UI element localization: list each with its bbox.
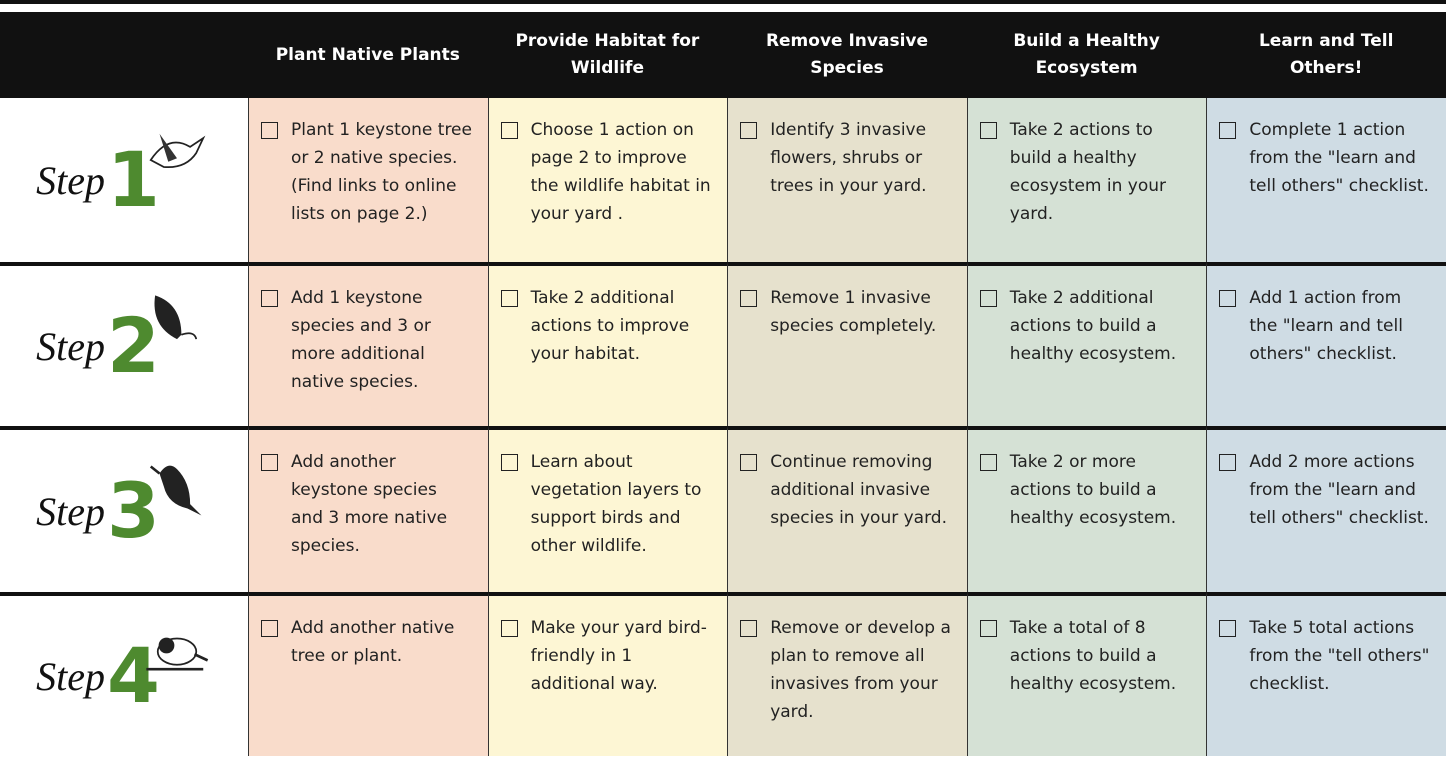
checkbox[interactable] bbox=[740, 122, 758, 139]
cell: Continue removing additional invasive sp… bbox=[727, 426, 967, 592]
step-label: Step 2 bbox=[0, 262, 248, 426]
checkbox[interactable] bbox=[500, 122, 518, 139]
checkbox[interactable] bbox=[979, 122, 997, 139]
cell-text: Take 2 additional actions to improve you… bbox=[530, 288, 690, 364]
cell: Take 2 additional actions to improve you… bbox=[487, 262, 728, 426]
cell: Take 2 additional actions to build a hea… bbox=[966, 262, 1207, 426]
step-number: 4 bbox=[106, 631, 160, 720]
cell-text: Remove or develop a plan to remove all i… bbox=[770, 618, 951, 722]
column-header: Learn and Tell Others! bbox=[1206, 12, 1446, 98]
cell-text: Add 1 keystone species and 3 or more add… bbox=[291, 288, 431, 392]
top-rule bbox=[0, 0, 1446, 4]
cell-text: Take 2 actions to build a healthy ecosys… bbox=[1009, 120, 1166, 224]
checkbox[interactable] bbox=[261, 122, 278, 139]
cell: Identify 3 invasive flowers, shrubs or t… bbox=[727, 98, 967, 262]
cell: Plant 1 keystone tree or 2 native specie… bbox=[248, 98, 488, 262]
checkbox[interactable] bbox=[1219, 122, 1237, 139]
cell-text: Choose 1 action on page 2 to improve the… bbox=[530, 120, 711, 224]
cell: Take 5 total actions from the "tell othe… bbox=[1206, 592, 1446, 756]
cell-text: Complete 1 action from the "learn and te… bbox=[1249, 120, 1429, 196]
cell-text: Add another keystone species and 3 more … bbox=[291, 452, 448, 556]
cell: Remove or develop a plan to remove all i… bbox=[727, 592, 967, 756]
checkbox[interactable] bbox=[1219, 290, 1237, 307]
checkbox[interactable] bbox=[261, 454, 278, 471]
cell-text: Take 2 additional actions to build a hea… bbox=[1009, 288, 1177, 364]
cell: Add another keystone species and 3 more … bbox=[248, 426, 488, 592]
bird-icon bbox=[149, 465, 202, 516]
checkbox[interactable] bbox=[740, 620, 758, 637]
cell-text: Plant 1 keystone tree or 2 native specie… bbox=[291, 120, 472, 224]
checklist-table: Plant Native Plants Provide Habitat for W… bbox=[0, 12, 1446, 756]
step-label: Step 3 bbox=[0, 426, 248, 592]
step-word: Step bbox=[36, 157, 105, 203]
cell-text: Remove 1 invasive species completely. bbox=[770, 288, 937, 336]
cell-text: Take a total of 8 actions to build a hea… bbox=[1009, 618, 1177, 694]
checkbox[interactable] bbox=[979, 454, 997, 471]
cell-text: Take 2 or more actions to build a health… bbox=[1009, 452, 1177, 528]
column-header: Provide Habitat for Wildlife bbox=[487, 12, 728, 98]
cell-text: Add another native tree or plant. bbox=[291, 618, 455, 666]
checkbox[interactable] bbox=[1219, 620, 1237, 637]
cell-text: Make your yard bird-friendly in 1 additi… bbox=[530, 618, 707, 694]
step-number: 3 bbox=[106, 466, 160, 555]
cell-text: Identify 3 invasive flowers, shrubs or t… bbox=[770, 120, 927, 196]
checkbox[interactable] bbox=[979, 620, 997, 637]
cell-text: Take 5 total actions from the "tell othe… bbox=[1249, 618, 1430, 694]
column-header: Build a Healthy Ecosystem bbox=[966, 12, 1207, 98]
cell-text: Learn about vegetation layers to support… bbox=[530, 452, 702, 556]
checkbox[interactable] bbox=[261, 290, 278, 307]
checkbox[interactable] bbox=[500, 620, 518, 637]
cell: Add 2 more actions from the "learn and t… bbox=[1206, 426, 1446, 592]
checkbox[interactable] bbox=[979, 290, 997, 307]
step-word: Step bbox=[36, 488, 105, 534]
bird-icon bbox=[146, 637, 209, 671]
cell: Choose 1 action on page 2 to improve the… bbox=[487, 98, 728, 262]
step-label: Step 1 bbox=[0, 98, 248, 262]
step-word: Step bbox=[36, 323, 105, 369]
checkbox[interactable] bbox=[261, 620, 278, 637]
column-header: Plant Native Plants bbox=[248, 12, 488, 98]
cell: Make your yard bird-friendly in 1 additi… bbox=[487, 592, 728, 756]
cell: Add 1 action from the "learn and tell ot… bbox=[1206, 262, 1446, 426]
checkbox[interactable] bbox=[1219, 454, 1237, 471]
cell-text: Add 2 more actions from the "learn and t… bbox=[1249, 452, 1429, 528]
cell-text: Continue removing additional invasive sp… bbox=[770, 452, 947, 528]
cell: Take 2 or more actions to build a health… bbox=[966, 426, 1207, 592]
cell: Add another native tree or plant. bbox=[248, 592, 488, 756]
header-corner bbox=[0, 12, 248, 98]
step-number: 2 bbox=[106, 301, 160, 390]
cell: Take 2 actions to build a healthy ecosys… bbox=[966, 98, 1207, 262]
cell: Learn about vegetation layers to support… bbox=[487, 426, 728, 592]
cell: Take a total of 8 actions to build a hea… bbox=[966, 592, 1207, 756]
checkbox[interactable] bbox=[740, 454, 758, 471]
checkbox[interactable] bbox=[500, 454, 518, 471]
cell: Remove 1 invasive species completely. bbox=[727, 262, 967, 426]
bird-icon bbox=[149, 133, 206, 169]
column-header: Remove Invasive Species bbox=[727, 12, 967, 98]
step-word: Step bbox=[36, 653, 105, 699]
step-number: 1 bbox=[106, 135, 160, 224]
cell: Add 1 keystone species and 3 or more add… bbox=[248, 262, 488, 426]
cell-text: Add 1 action from the "learn and tell ot… bbox=[1249, 288, 1403, 364]
bird-icon bbox=[154, 295, 197, 340]
cell: Complete 1 action from the "learn and te… bbox=[1206, 98, 1446, 262]
step-label: Step 4 bbox=[0, 592, 248, 756]
checkbox[interactable] bbox=[500, 290, 518, 307]
checkbox[interactable] bbox=[740, 290, 758, 307]
